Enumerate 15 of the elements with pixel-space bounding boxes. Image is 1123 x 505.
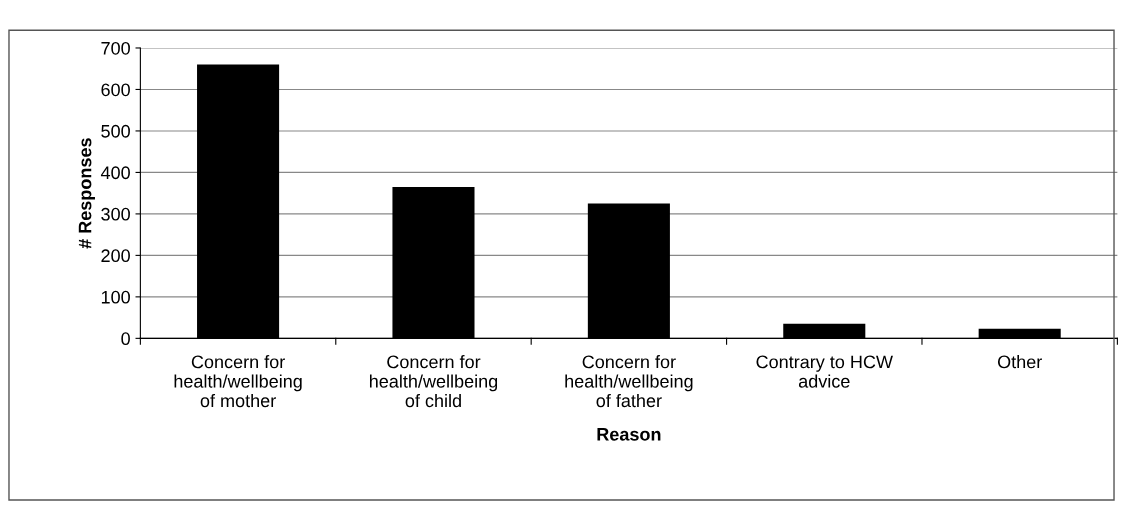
y-axis-title: # Responses <box>78 138 95 249</box>
x-tick-label: Concern for health/wellbeing of mother <box>174 355 302 408</box>
y-tick-label: 700 <box>101 41 130 55</box>
x-tick-label: Contrary to HCW advice <box>756 355 893 388</box>
y-tick-label: 500 <box>101 124 130 138</box>
y-tick-label: 100 <box>101 290 130 304</box>
x-tick-label: Concern for health/wellbeing of child <box>369 355 498 408</box>
y-tick-label: 0 <box>121 332 130 346</box>
x-tick-label: Concern for health/wellbeing of father <box>565 355 693 408</box>
y-tick-label: 600 <box>101 83 130 97</box>
y-tick-label: 300 <box>101 207 130 221</box>
y-tick-label: 200 <box>101 249 130 263</box>
y-tick-label: 400 <box>100 166 130 180</box>
x-axis-title: Reason <box>597 428 661 441</box>
x-tick-label: Other <box>997 355 1042 369</box>
